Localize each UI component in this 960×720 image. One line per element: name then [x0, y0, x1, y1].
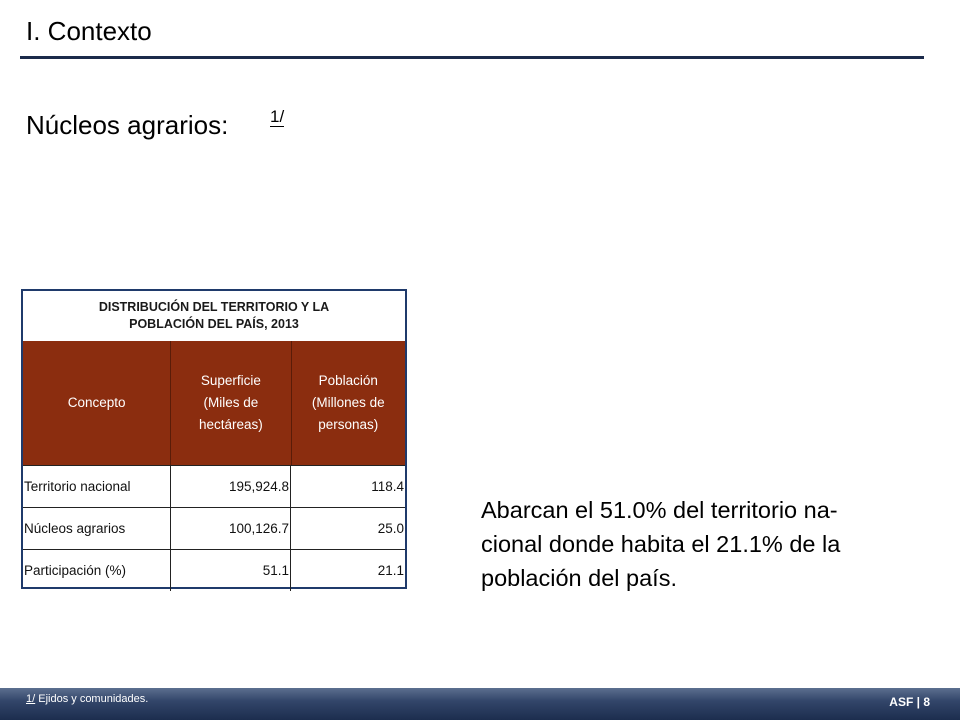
data-table: DISTRIBUCIÓN DEL TERRITORIO Y LA POBLACI… [21, 289, 407, 591]
body-line: población del país. [481, 565, 677, 591]
cell-concepto: Núcleos agrarios [23, 508, 171, 549]
body-line: cional donde habita el 21.1% de la [481, 531, 841, 557]
footnote-ref-text: 1/ [270, 107, 285, 127]
body-line: Abarcan el 51.0% del territorio na- [481, 497, 838, 523]
cell-superficie: 51.1 [171, 550, 291, 591]
column-header-label: (Miles de [203, 395, 259, 410]
cell-concepto: Territorio nacional [23, 466, 171, 507]
cell-poblacion: 25.0 [377, 521, 404, 536]
cell-superficie: 100,126.7 [171, 508, 291, 549]
table-title-line-1: DISTRIBUCIÓN DEL TERRITORIO Y LA [98, 300, 330, 314]
cell-superficie: 195,924.8 [171, 466, 291, 507]
column-header-label: Concepto [67, 395, 126, 410]
table-title: DISTRIBUCIÓN DEL TERRITORIO Y LA POBLACI… [23, 291, 405, 342]
slide-subtitle: Núcleos agrarios: [26, 110, 229, 140]
table-row: Participación (%) 51.1 21.1 [23, 549, 405, 591]
cell-poblacion: 118.4 [371, 479, 404, 494]
cell-poblacion: 21.1 [377, 563, 404, 578]
subtitle-footnote-ref: 1/ [270, 107, 285, 127]
column-header-superficie: Superficie (Miles de hectáreas) [171, 341, 292, 465]
table-row: Núcleos agrarios 100,126.7 25.0 [23, 507, 405, 549]
table-row: Territorio nacional 195,924.8 118.4 [23, 465, 405, 507]
column-header-label: Superficie [200, 373, 261, 388]
cell-concepto: Participación (%) [23, 550, 171, 591]
footer-footnote: 1/ Ejidos y comunidades. [26, 693, 148, 705]
column-header-concepto: Concepto [23, 341, 172, 465]
column-header-label: Población [318, 373, 378, 388]
table-title-line-2: POBLACIÓN DEL PAÍS, 2013 [129, 317, 299, 331]
footer-bar [0, 688, 960, 720]
column-header-label: personas) [318, 417, 379, 432]
footnote-text: Ejidos y comunidades. [35, 693, 149, 705]
column-header-label: hectáreas) [199, 417, 263, 432]
title-divider [20, 56, 924, 59]
table-header-row: Concepto Superficie (Miles de hectáreas)… [23, 341, 405, 465]
section-title: I. Contexto [26, 16, 152, 46]
body-paragraph: Abarcan el 51.0% del territorio na- cion… [481, 493, 941, 595]
footnote-ref: 1/ [26, 693, 36, 705]
column-header-label: (Millones de [311, 395, 385, 410]
page-number: ASF | 8 [889, 695, 930, 709]
column-header-poblacion: Población (Millones de personas) [292, 341, 405, 465]
